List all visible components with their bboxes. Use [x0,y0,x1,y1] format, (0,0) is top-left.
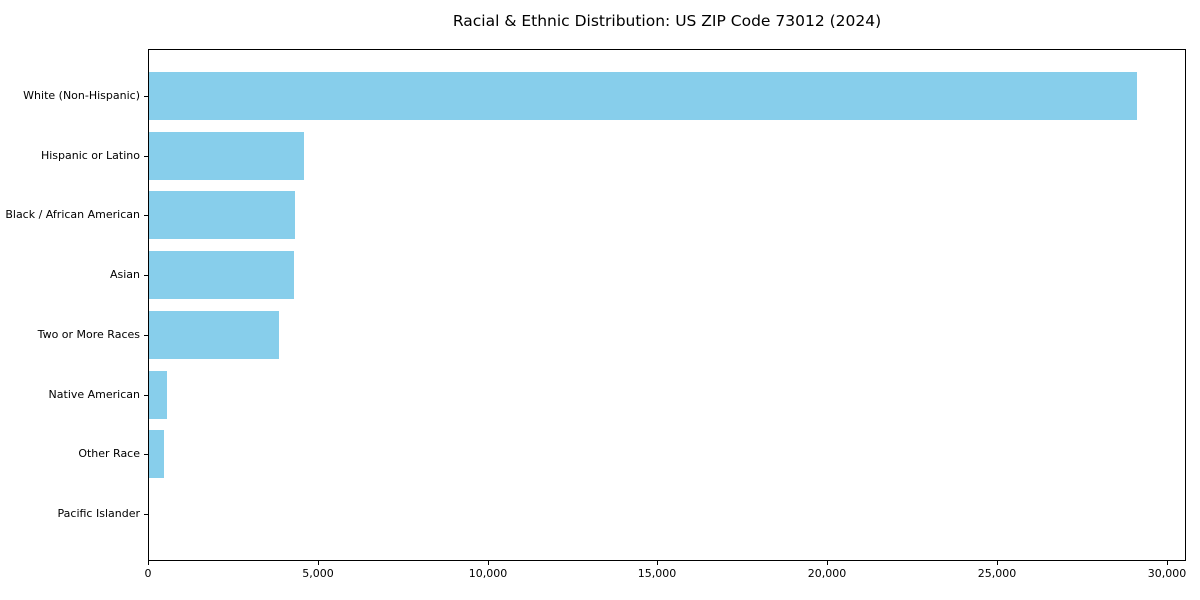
y-tick-mark [144,275,148,276]
x-tick-label: 30,000 [1147,567,1187,580]
x-tick-mark [997,561,998,565]
x-tick-mark [488,561,489,565]
x-tick-mark [1167,561,1168,565]
x-tick-label: 5,000 [302,567,334,580]
y-tick-mark [144,514,148,515]
bar [149,310,280,359]
x-tick-mark [148,561,149,565]
y-tick-mark [144,215,148,216]
y-tick-label: Black / African American [5,208,140,221]
y-tick-mark [144,454,148,455]
x-tick-mark [318,561,319,565]
bar [149,430,164,479]
plot-area [148,49,1186,561]
y-tick-label: Asian [109,268,140,281]
chart-title: Racial & Ethnic Distribution: US ZIP Cod… [452,12,882,30]
bar [149,370,167,419]
bar [149,72,1138,121]
y-tick-label: White (Non-Hispanic) [23,89,140,102]
bar [149,191,295,240]
y-tick-label: Other Race [78,447,140,460]
y-tick-label: Two or More Races [37,328,140,341]
y-tick-mark [144,395,148,396]
x-tick-label: 0 [144,567,152,580]
y-tick-label: Hispanic or Latino [40,149,140,162]
x-tick-mark [827,561,828,565]
bar [149,131,304,180]
y-tick-label: Pacific Islander [57,507,140,520]
y-tick-label: Native American [48,388,140,401]
y-tick-mark [144,96,148,97]
x-tick-mark [657,561,658,565]
bar [149,251,294,300]
y-tick-mark [144,335,148,336]
x-tick-label: 25,000 [977,567,1017,580]
x-tick-label: 15,000 [637,567,677,580]
x-tick-label: 10,000 [468,567,508,580]
x-tick-label: 20,000 [807,567,847,580]
y-tick-mark [144,156,148,157]
